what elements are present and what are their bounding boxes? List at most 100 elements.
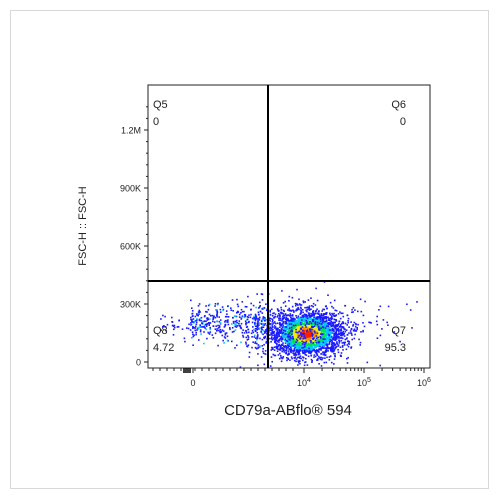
event-dot xyxy=(339,332,342,335)
event-dot xyxy=(302,335,305,337)
event-dot xyxy=(328,331,330,334)
event-dot xyxy=(359,341,362,344)
event-dot xyxy=(247,334,249,337)
event-dot xyxy=(199,330,202,333)
event-dot xyxy=(304,326,306,329)
event-dot xyxy=(269,323,271,325)
event-dot xyxy=(288,309,291,311)
event-dot xyxy=(300,304,303,306)
event-dot xyxy=(289,313,292,315)
event-dot xyxy=(232,310,234,312)
event-dot xyxy=(353,321,356,324)
event-dot xyxy=(295,331,297,333)
event-dot xyxy=(327,343,329,346)
event-dot xyxy=(275,332,278,334)
event-dot xyxy=(225,310,228,312)
event-dot xyxy=(275,336,277,339)
event-dot xyxy=(289,359,291,361)
event-dot xyxy=(301,345,304,348)
event-dot xyxy=(268,334,271,336)
event-dot xyxy=(264,336,266,338)
event-dot xyxy=(324,338,326,340)
event-dot xyxy=(303,322,306,325)
event-dot xyxy=(331,327,334,330)
event-dot xyxy=(299,313,301,315)
event-dot xyxy=(321,329,324,331)
event-dot xyxy=(280,327,283,330)
event-dot xyxy=(368,321,370,324)
event-dot xyxy=(314,331,316,334)
event-dot xyxy=(309,319,311,321)
event-dot xyxy=(292,329,294,332)
event-dot xyxy=(307,318,309,321)
event-dot xyxy=(312,331,314,334)
event-dot xyxy=(331,342,334,344)
event-dot xyxy=(287,352,290,354)
event-dot xyxy=(319,320,322,323)
event-dot xyxy=(246,331,248,334)
event-dot xyxy=(306,341,309,343)
event-dot xyxy=(312,344,315,347)
event-dot xyxy=(326,331,329,333)
event-dot xyxy=(310,350,313,353)
event-dot xyxy=(318,334,320,336)
event-dot xyxy=(270,334,273,336)
event-dot xyxy=(194,329,197,332)
event-dot xyxy=(312,319,315,321)
event-dot xyxy=(331,305,333,308)
event-dot xyxy=(196,329,198,331)
event-dot xyxy=(257,364,259,367)
event-dot xyxy=(256,332,259,334)
quadrant-value-q6: 0 xyxy=(400,116,406,128)
event-dot xyxy=(321,321,324,324)
event-dot xyxy=(171,321,173,323)
event-dot xyxy=(260,323,263,325)
event-dot xyxy=(309,334,311,336)
event-dot xyxy=(352,325,354,327)
event-dot xyxy=(342,315,345,318)
event-dot xyxy=(292,337,294,340)
event-dot xyxy=(302,301,305,304)
event-dot xyxy=(320,365,323,367)
event-dot xyxy=(330,349,333,351)
event-dot xyxy=(270,346,273,349)
event-dot xyxy=(262,329,265,332)
event-dot xyxy=(236,325,239,327)
event-dot xyxy=(303,346,306,348)
event-dot xyxy=(282,313,285,315)
event-dot xyxy=(285,321,287,323)
event-dot xyxy=(307,314,309,317)
event-dot xyxy=(320,327,322,329)
event-dot xyxy=(286,314,289,316)
event-dot xyxy=(316,344,319,346)
event-dot xyxy=(194,315,197,318)
event-dot xyxy=(375,320,378,323)
event-dot xyxy=(266,332,268,335)
event-dot xyxy=(332,342,335,344)
event-dot xyxy=(300,329,303,332)
event-dot xyxy=(339,346,342,348)
event-dot xyxy=(216,330,218,332)
event-dot xyxy=(238,313,241,316)
event-dot xyxy=(312,320,314,323)
event-dot xyxy=(294,353,297,355)
event-dot xyxy=(205,323,207,326)
event-dot xyxy=(259,305,261,307)
event-dot xyxy=(247,328,250,331)
event-dot xyxy=(231,299,234,301)
event-dot xyxy=(280,323,282,325)
event-dot xyxy=(183,337,186,340)
event-dot xyxy=(319,322,322,325)
event-dot xyxy=(229,327,231,329)
event-dot xyxy=(275,322,277,325)
event-dot xyxy=(241,316,243,319)
event-dot xyxy=(298,343,300,345)
event-dot xyxy=(289,315,292,317)
event-dot xyxy=(294,320,297,323)
event-dot xyxy=(325,323,327,325)
event-dot xyxy=(311,343,313,345)
event-dot xyxy=(209,326,211,329)
event-dot xyxy=(316,323,319,326)
event-dot xyxy=(254,346,257,349)
event-dot xyxy=(216,312,218,315)
